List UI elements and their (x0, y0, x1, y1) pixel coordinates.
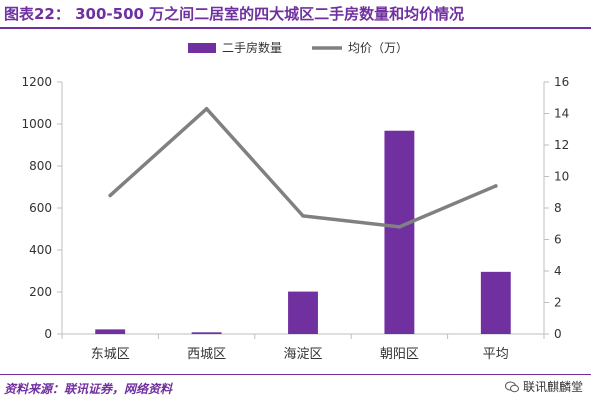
bar (95, 329, 126, 334)
right-tick-label: 12 (554, 138, 569, 152)
avg-price-line (108, 107, 498, 229)
legend: 二手房数量 均价（万） (188, 40, 408, 55)
right-tick-label: 14 (554, 107, 569, 121)
bar (480, 271, 511, 334)
source-note: 资料来源：联讯证券，网络资料 (4, 382, 173, 396)
line-point (301, 214, 305, 218)
right-tick-label: 4 (554, 264, 562, 278)
left-tick-label: 0 (44, 327, 52, 341)
left-tick-label: 600 (29, 201, 52, 215)
left-tick-label: 800 (29, 159, 52, 173)
line-series (108, 106, 498, 229)
x-tick-label: 海淀区 (283, 347, 322, 362)
right-tick-label: 0 (554, 327, 562, 341)
left-tick-label: 400 (29, 243, 52, 257)
x-tick-label: 朝阳区 (380, 347, 419, 362)
chart: 二手房数量 均价（万） 0 200 400 600 800 1000 1200 0 2 4 6 8 1… (21, 40, 569, 362)
watermark: 联讯麒麟堂 (504, 378, 583, 395)
legend-swatch-bar (188, 43, 216, 53)
line-point (108, 193, 112, 198)
x-tick-label: 东城区 (91, 347, 130, 362)
right-tick-label: 8 (554, 201, 562, 215)
left-axis: 0 200 400 600 800 1000 1200 (21, 75, 63, 341)
bar (384, 130, 415, 334)
line-point (204, 106, 209, 111)
x-tick-label: 西城区 (187, 347, 226, 362)
left-tick-label: 1000 (21, 117, 52, 131)
left-tick-label: 200 (29, 285, 52, 299)
wechat-icon (504, 381, 519, 393)
line-point (397, 225, 402, 229)
bar (191, 332, 222, 334)
legend-label-bar: 二手房数量 (222, 40, 282, 55)
legend-label-line: 均价（万） (348, 41, 408, 55)
line-point (494, 184, 498, 188)
right-tick-label: 2 (554, 296, 562, 310)
left-tick-label: 1200 (21, 75, 52, 89)
right-tick-label: 16 (554, 75, 569, 89)
chart-title: 图表22： 300-500 万之间二居室的四大城区二手房数量和均价情况 (4, 5, 465, 23)
right-tick-label: 10 (554, 170, 569, 184)
right-tick-label: 6 (554, 233, 562, 247)
x-tick-label: 平均 (483, 347, 509, 362)
bars (95, 130, 511, 334)
bar (288, 291, 318, 334)
footer-divider (0, 374, 591, 375)
watermark-text: 联讯麒麟堂 (522, 380, 583, 394)
x-axis: 东城区 西城区 海淀区 朝阳区 平均 (61, 333, 545, 362)
right-axis: 0 2 4 6 8 10 12 14 16 (543, 75, 569, 341)
title-divider (0, 27, 591, 29)
